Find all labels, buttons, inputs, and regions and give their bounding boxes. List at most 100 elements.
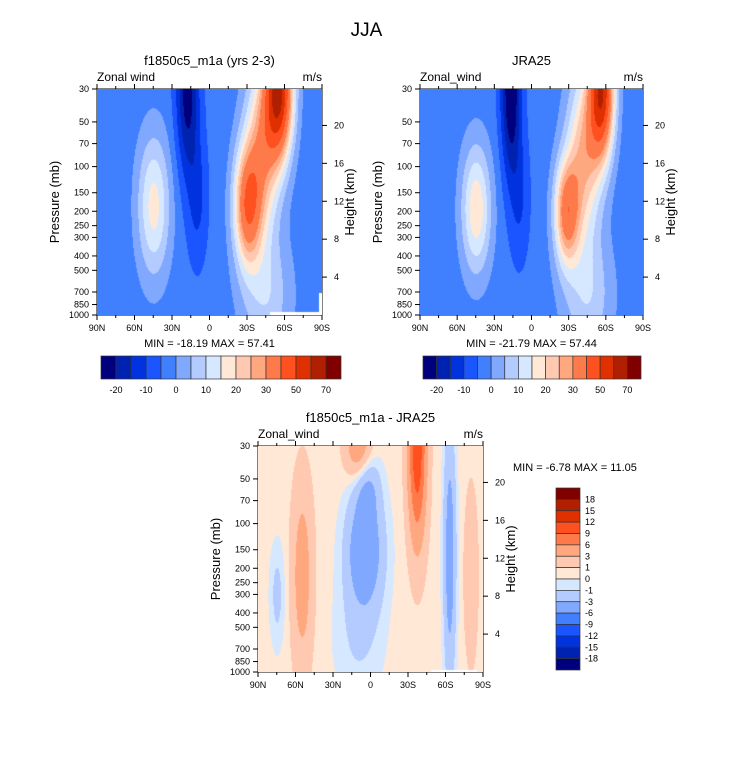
- panel1-colorbar-box: [325, 355, 342, 380]
- panel2-colorbar-label: 50: [595, 385, 605, 395]
- panel1-y-tick-label: 250: [74, 221, 89, 231]
- panel1-y-tick-label: 50: [79, 117, 89, 127]
- panel1-y-tick-label: 100: [74, 162, 89, 172]
- panel2-colorbar-box: [599, 355, 615, 380]
- panel3-colorbar-label: 3: [585, 551, 590, 561]
- panel2-variable-label: Zonal_wind: [420, 70, 481, 84]
- panel3-colorbar-label: -18: [585, 654, 598, 664]
- panel3-height-tick-label: 4: [495, 629, 500, 639]
- panel2-colorbar-box: [422, 355, 437, 380]
- panel3-colorbar-box: [555, 612, 581, 625]
- panel1-colorbar-label: 0: [173, 385, 178, 395]
- panel3-colorbar-label: 12: [585, 517, 595, 527]
- panel2-x-tick-label: 90N: [412, 323, 429, 333]
- panel1-x-tick-label: 90N: [89, 323, 106, 333]
- panel3-y-tick-label: 700: [235, 644, 250, 654]
- panel1-colorbar-label: 50: [291, 385, 301, 395]
- panel2-right-axis-label: Height (km): [663, 168, 678, 235]
- panel3-colorbar-label: 15: [585, 506, 595, 516]
- panel2-y-tick-label: 70: [402, 139, 412, 149]
- panel1-min-max-stats: MIN = -18.19 MAX = 57.41: [144, 338, 275, 350]
- panel1-colorbar-box: [130, 355, 147, 380]
- panel1-y-tick-label: 700: [74, 287, 89, 297]
- panel1-colorbar-box: [115, 355, 132, 380]
- panel3-colorbar-label: 9: [585, 529, 590, 539]
- panel3-x-tick-label: 90S: [475, 680, 491, 690]
- panel1-colorbar-label: -10: [139, 385, 152, 395]
- panel2-colorbar-label: 30: [568, 385, 578, 395]
- panel1-height-tick-label: 4: [334, 272, 339, 282]
- panel2-colorbar-box: [490, 355, 506, 380]
- panel1-colorbar-box: [250, 355, 267, 380]
- panel2-x-tick-label: 30S: [561, 323, 577, 333]
- panel2-colorbar-box: [463, 355, 478, 380]
- panel1-colorbar-box: [100, 355, 117, 380]
- panel1-x-tick-label: 30N: [164, 323, 181, 333]
- panel3-x-tick-label: 90N: [250, 680, 267, 690]
- panel1-colorbar-box: [220, 355, 237, 380]
- panel2-colorbar-label: -10: [457, 385, 470, 395]
- panel2-y-tick-label: 300: [397, 232, 412, 242]
- panel2-height-tick-label: 20: [655, 120, 665, 130]
- panel2-x-tick-label: 60S: [598, 323, 614, 333]
- panel2-y-tick-label: 200: [397, 206, 412, 216]
- panel1-x-tick-label: 60N: [126, 323, 143, 333]
- panel3-right-axis-label: Height (km): [503, 525, 518, 592]
- panel1-y-tick-label: 30: [79, 84, 89, 94]
- panel3-y-tick-label: 150: [235, 545, 250, 555]
- panel1-x-tick-label: 30S: [239, 323, 255, 333]
- panel3-colorbar-box: [555, 624, 581, 637]
- panel3-colorbar-box: [555, 601, 581, 614]
- panel1-y-tick-label: 300: [74, 232, 89, 242]
- panel2-y-tick-label: 150: [397, 188, 412, 198]
- panel2-contour-field: [420, 89, 643, 315]
- panel3-colorbar-label: -3: [585, 597, 593, 607]
- panel1-colorbar-box: [175, 355, 192, 380]
- panel3-colorbar-label: 6: [585, 540, 590, 550]
- panel2-y-tick-label: 50: [402, 117, 412, 127]
- panel3-height-tick-label: 20: [495, 477, 505, 487]
- panel3-x-tick-label: 30N: [325, 680, 342, 690]
- panel2-units-label: m/s: [624, 70, 643, 84]
- panel2-y-tick-label: 850: [397, 300, 412, 310]
- panel3-colorbar-label: -15: [585, 642, 598, 652]
- panel2-colorbar-box: [627, 355, 642, 380]
- panel1-x-tick-label: 90S: [314, 323, 330, 333]
- panel3-y-tick-label: 200: [235, 563, 250, 573]
- panel3-colorbar-label: -1: [585, 585, 593, 595]
- panel3-y-tick-label: 850: [235, 657, 250, 667]
- panel1-colorbar-label: 20: [231, 385, 241, 395]
- panel3-units-label: m/s: [464, 427, 483, 441]
- panel1-colorbar-label: 70: [321, 385, 331, 395]
- panel1-colorbar-label: 10: [201, 385, 211, 395]
- panel1-y-tick-label: 1000: [69, 310, 89, 320]
- panel3-y-tick-label: 300: [235, 589, 250, 599]
- panel2-colorbar-label: 0: [489, 385, 494, 395]
- panel3-x-tick-label: 0: [368, 680, 373, 690]
- panel1-colorbar-box: [310, 355, 327, 380]
- panel3-height-tick-label: 16: [495, 515, 505, 525]
- panel1-height-tick-label: 12: [334, 196, 344, 206]
- panel1-y-tick-label: 850: [74, 300, 89, 310]
- panel2-y-tick-label: 700: [397, 287, 412, 297]
- panel3-min-max-stats: MIN = -6.78 MAX = 11.05: [513, 462, 637, 474]
- panel3-x-tick-label: 30S: [400, 680, 416, 690]
- panel2-y-tick-label: 400: [397, 251, 412, 261]
- panel2-height-tick-label: 12: [655, 196, 665, 206]
- panel3-colorbar-label: -9: [585, 620, 593, 630]
- panel1-colorbar-label: -20: [109, 385, 122, 395]
- panel1-x-tick-label: 0: [207, 323, 212, 333]
- panel1-colorbar-label: 30: [261, 385, 271, 395]
- panel1-colorbar-box: [205, 355, 222, 380]
- panel2-colorbar-box: [545, 355, 560, 380]
- panel1-colorbar-box: [295, 355, 312, 380]
- panel2-x-tick-label: 60N: [449, 323, 466, 333]
- panel2-title: JRA25: [512, 53, 551, 68]
- panel1-right-axis-label: Height (km): [342, 168, 357, 235]
- panel3-y-tick-label: 500: [235, 622, 250, 632]
- panel3-y-axis-label: Pressure (mb): [208, 518, 223, 600]
- panel2-height-tick-label: 8: [655, 234, 660, 244]
- panel2-height-tick-label: 16: [655, 158, 665, 168]
- panel3-y-tick-label: 250: [235, 578, 250, 588]
